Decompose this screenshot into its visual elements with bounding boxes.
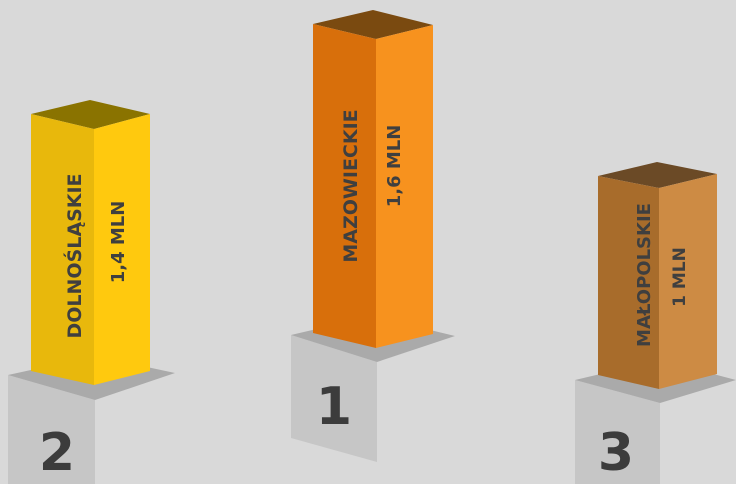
rank-3-label: 3 [598, 423, 634, 483]
bar-malopolskie-front [598, 176, 659, 389]
podium-3-front [575, 380, 660, 484]
bar-mazowieckie-side [376, 25, 433, 348]
bar-mazowieckie: MAZOWIECKIE 1,6 MLN [313, 10, 433, 348]
rank-2-label: 2 [39, 423, 75, 483]
bar-malopolskie-side [659, 174, 717, 389]
bar-dolnoslaskie-front [31, 114, 94, 385]
value-label-malopolskie: 1 MLN [670, 247, 690, 307]
podium-2-front [8, 375, 95, 484]
bar-mazowieckie-top [313, 10, 433, 39]
podium-1-front [291, 335, 377, 462]
value-label-mazowieckie: 1,6 MLN [384, 125, 405, 208]
bar-malopolskie: MAŁOPOLSKIE 1 MLN [598, 162, 717, 389]
bar-mazowieckie-front [313, 24, 376, 348]
bar-malopolskie-top [598, 162, 717, 188]
bar-dolnoslaskie-top [31, 100, 150, 129]
category-label-dolnoslaskie: DOLNOŚLĄSKIE [62, 173, 86, 338]
bar-dolnoslaskie: DOLNOŚLĄSKIE 1,4 MLN [31, 100, 150, 385]
bar-dolnoslaskie-side [94, 114, 150, 385]
category-label-mazowieckie: MAZOWIECKIE [340, 109, 362, 262]
value-label-dolnoslaskie: 1,4 MLN [108, 201, 129, 284]
rank-1-label: 1 [316, 377, 352, 437]
category-label-malopolskie: MAŁOPOLSKIE [634, 203, 655, 347]
